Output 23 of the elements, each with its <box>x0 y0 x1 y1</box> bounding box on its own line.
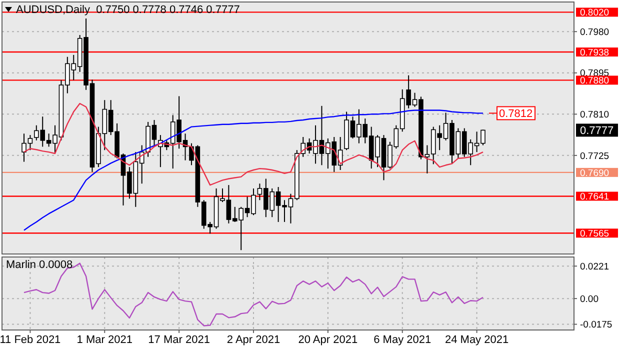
ref-line-label: 0.7641 <box>580 192 610 203</box>
x-tick-label: 1 Mar 2021 <box>76 334 132 346</box>
x-tick-label: 2 Apr 2021 <box>226 334 280 346</box>
y-tick-label: 0.7810 <box>580 109 610 120</box>
y-tick-label: 0.7980 <box>580 26 610 38</box>
text: 0.7812 <box>499 108 533 120</box>
chart-title: Marlin 0.0008 <box>6 259 73 271</box>
text: 0.7777 <box>580 125 614 138</box>
line-series <box>23 110 484 231</box>
y-tick-label: -0.0175 <box>580 320 612 331</box>
ref-line-label: 0.7938 <box>580 47 610 58</box>
ref-line-label: 0.7690 <box>580 168 610 179</box>
x-tick-label: 6 May 2021 <box>374 334 432 346</box>
x-tick-label: 20 Apr 2021 <box>298 334 358 346</box>
y-tick-label: 0.00 <box>580 294 598 305</box>
x-tick-label: 17 Mar 2021 <box>148 334 210 346</box>
ref-line-label: 0.8020 <box>580 8 610 19</box>
ref-line-label: 0.7565 <box>580 228 610 240</box>
line-series <box>23 102 484 186</box>
y-tick-label: 0.7725 <box>580 150 610 162</box>
y-tick-label: 0.0221 <box>580 261 610 272</box>
x-tick-label: 24 May 2021 <box>444 334 509 346</box>
x-tick-label: 11 Feb 2021 <box>0 334 61 346</box>
